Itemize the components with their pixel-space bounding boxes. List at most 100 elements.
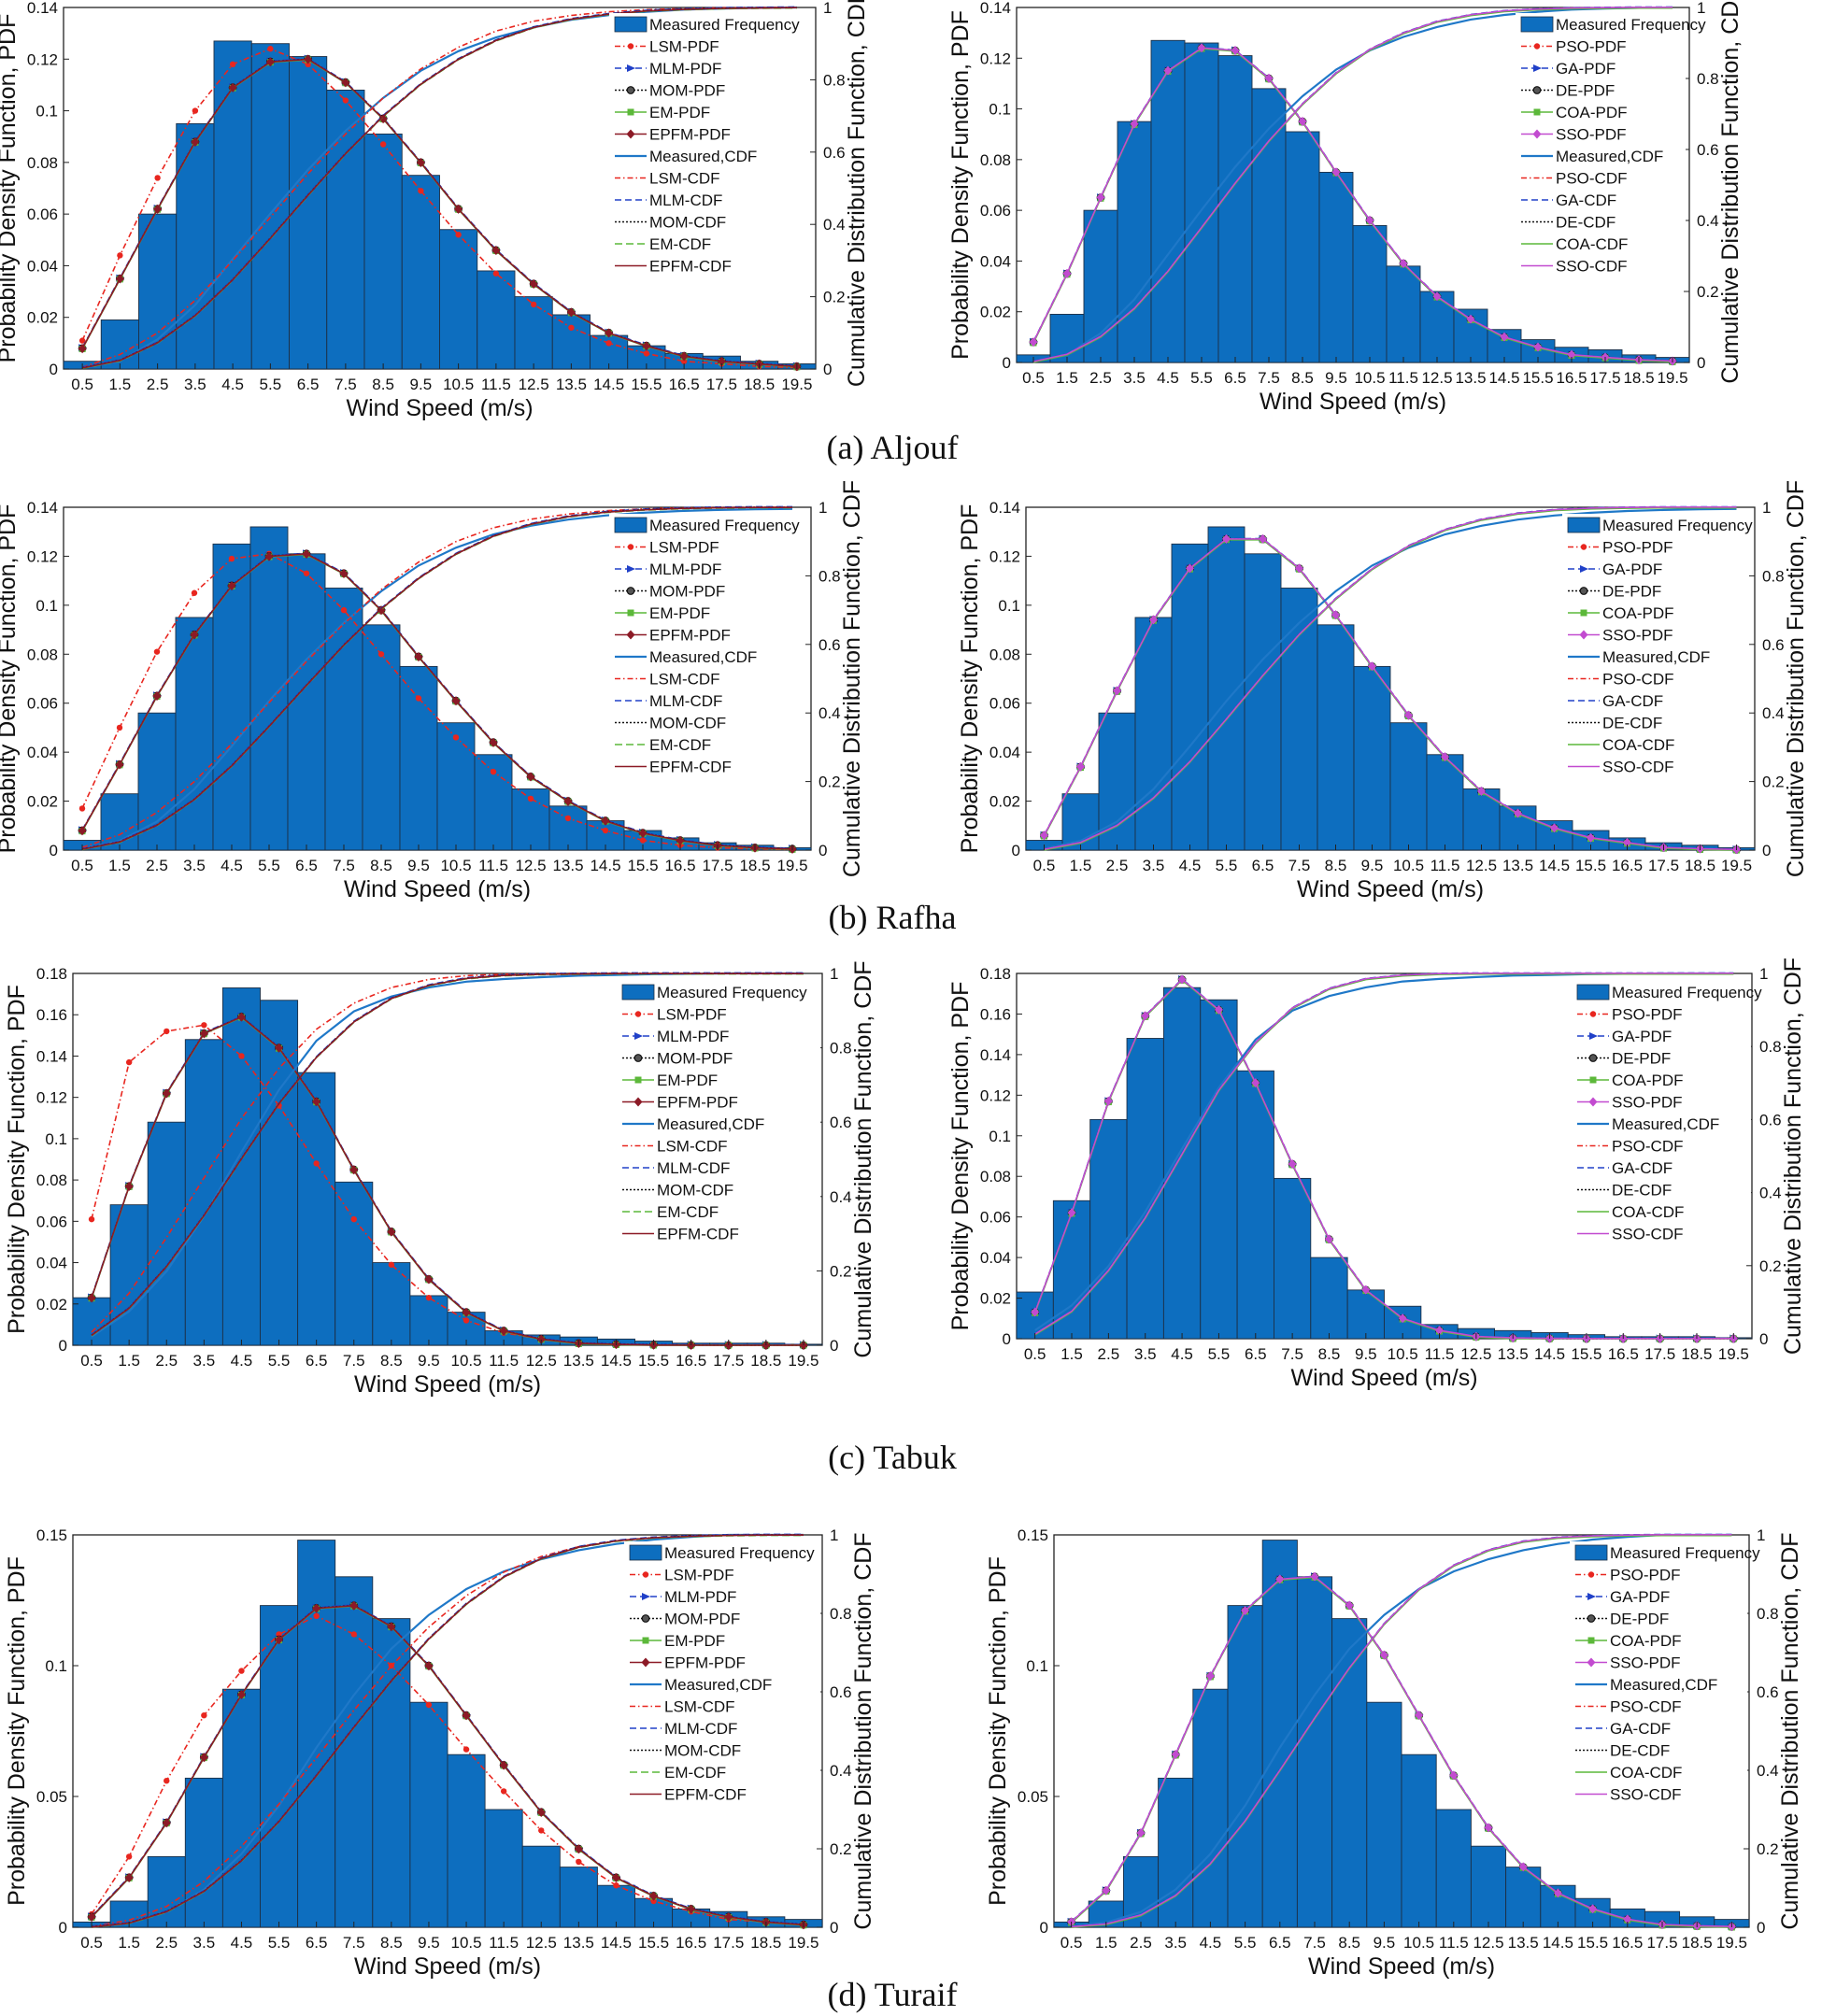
x-tick-label: 13.5 (1508, 1934, 1539, 1952)
x-tick-label: 6.5 (306, 1352, 328, 1370)
bar (175, 617, 214, 851)
x-tick-label: 11.5 (1425, 1345, 1455, 1363)
bar (477, 270, 516, 370)
series-line-epfm-pdf (91, 1604, 804, 1926)
y-tick-label: 0.14 (980, 1046, 1011, 1064)
legend-label: MOM-PDF (649, 583, 725, 601)
point-marker (264, 551, 274, 561)
bar (138, 213, 178, 370)
x-tick-label: 11.5 (489, 1934, 519, 1952)
point-marker (312, 1603, 321, 1613)
bar (184, 1777, 223, 1928)
point-marker (236, 1012, 246, 1022)
point-marker (88, 1215, 95, 1223)
y-axis-label: Probability Density Function, PDF (4, 985, 30, 1334)
y-tick-label: 0.1 (989, 1128, 1011, 1145)
legend-box (624, 1541, 820, 1810)
bar (548, 805, 588, 851)
bar (1352, 224, 1388, 363)
legend-label: PSO-CDF (1556, 170, 1628, 188)
point-marker (613, 1882, 619, 1889)
y-tick-label: 0 (1012, 842, 1020, 859)
y-tick-label: 0.02 (989, 793, 1020, 811)
legend-marker (1580, 565, 1588, 573)
bar (1052, 1200, 1091, 1340)
x-tick-label: 11.5 (478, 857, 508, 874)
point-marker (78, 337, 86, 344)
point-marker (1130, 119, 1139, 129)
x-tick-label: 8.5 (370, 857, 392, 874)
legend-marker (634, 1076, 642, 1084)
legend-marker (627, 108, 634, 116)
legend-label: LSM-PDF (657, 1006, 727, 1024)
series-line-measured-cdf (1032, 6, 1673, 362)
x-tick-label: 1.5 (118, 1934, 140, 1952)
x-tick-label: 1.5 (1056, 369, 1078, 387)
legend-label: PSO-PDF (1602, 539, 1673, 557)
x-tick-label: 14.5 (601, 1352, 632, 1370)
x-tick-label: 1.5 (1060, 1345, 1083, 1363)
x-tick-label: 2.5 (146, 857, 168, 874)
y-tick-label: 0.04 (980, 1249, 1011, 1267)
x-tick-label: 8.5 (1291, 369, 1314, 387)
bar (297, 1540, 336, 1928)
series-line-epfm-cdf (91, 973, 804, 1337)
y2-tick-label: 0.8 (1759, 1038, 1782, 1056)
legend-label: EM-CDF (657, 1203, 719, 1221)
point-marker (724, 1912, 733, 1922)
legend-label: EPFM-CDF (649, 258, 732, 276)
x-tick-label: 17.5 (713, 1352, 744, 1370)
x-tick-label: 11.5 (1388, 369, 1418, 387)
x-tick-label: 19.5 (776, 857, 807, 874)
point-marker (1076, 761, 1085, 772)
legend: Measured Frequency LSM-PDF MLM-PDF MOM-PDF E… (624, 1541, 820, 1810)
y2-tick-label: 0.4 (1697, 212, 1719, 230)
point-marker (238, 1053, 245, 1059)
point-marker (1379, 1650, 1388, 1660)
x-tick-label: 10.5 (1403, 1934, 1434, 1952)
point-marker (1113, 686, 1121, 696)
point-marker (638, 828, 648, 838)
x-tick-label: 17.5 (1589, 369, 1620, 387)
x-tick-label: 5.5 (1216, 857, 1238, 874)
x-tick-label: 12.5 (515, 857, 546, 874)
point-marker (115, 760, 124, 770)
legend-label: LSM-PDF (649, 38, 719, 56)
bar (1435, 1809, 1472, 1928)
x-tick-label: 9.5 (1325, 369, 1347, 387)
point-marker (87, 1912, 96, 1922)
y2-tick-label: 0.2 (1762, 774, 1785, 791)
caption-d: (d) Turaif (827, 1976, 957, 2013)
point-marker (1251, 1078, 1260, 1088)
point-marker (275, 1635, 284, 1645)
series-line-epfm-pdf (81, 58, 797, 368)
x-tick-label: 0.5 (1033, 857, 1056, 874)
legend-label: PSO-PDF (1556, 38, 1627, 56)
legend-label: MLM-PDF (664, 1588, 736, 1606)
legend-label: COA-CDF (1610, 1764, 1682, 1782)
x-tick-label: 15.5 (1575, 857, 1606, 874)
y2-tick-label: 0.4 (1762, 704, 1785, 722)
y-axis-label: Probability Density Function, PDF (0, 504, 21, 854)
x-tick-label: 14.5 (1488, 369, 1519, 387)
x-tick-label: 17.5 (1646, 1934, 1677, 1952)
x-tick-label: 12.5 (1421, 369, 1452, 387)
x-tick-label: 8.5 (380, 1934, 403, 1952)
x-tick-label: 2.5 (155, 1934, 178, 1952)
point-marker (568, 324, 575, 331)
point-marker (377, 651, 385, 658)
legend-label: Measured Frequency (657, 984, 807, 1001)
bar (1280, 588, 1318, 851)
x-tick-label: 9.5 (410, 376, 433, 393)
y-tick-label: 0.1 (45, 1657, 67, 1675)
legend-marker (627, 565, 635, 573)
point-marker (199, 1753, 208, 1763)
y-tick-label: 0.12 (980, 50, 1011, 67)
legend-marker (1579, 587, 1588, 595)
point-marker (1067, 1208, 1076, 1218)
legend-label: MOM-CDF (657, 1182, 733, 1200)
y2-tick-label: 1 (830, 1526, 838, 1544)
bar (1227, 1605, 1263, 1928)
point-marker (227, 581, 236, 591)
point-marker (378, 114, 388, 124)
